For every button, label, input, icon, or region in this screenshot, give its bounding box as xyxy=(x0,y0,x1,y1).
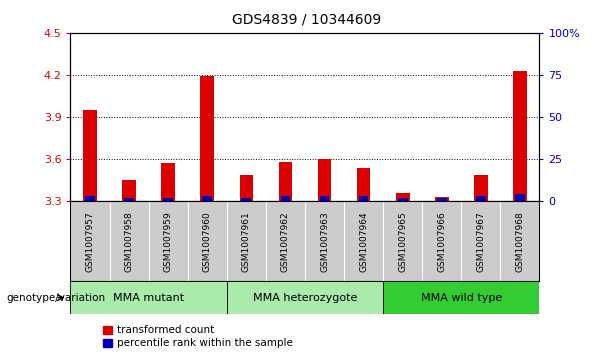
Text: MMA heterozygote: MMA heterozygote xyxy=(253,293,357,303)
Bar xyxy=(398,198,408,201)
Bar xyxy=(163,198,173,201)
Text: GSM1007965: GSM1007965 xyxy=(398,211,407,272)
Text: GSM1007959: GSM1007959 xyxy=(164,211,173,272)
Bar xyxy=(515,194,525,201)
Bar xyxy=(227,281,383,314)
Bar xyxy=(437,198,447,201)
Text: MMA wild type: MMA wild type xyxy=(421,293,502,303)
Bar xyxy=(70,281,227,314)
Text: GSM1007957: GSM1007957 xyxy=(86,211,94,272)
Text: MMA mutant: MMA mutant xyxy=(113,293,185,303)
Bar xyxy=(474,175,488,201)
Text: genotype/variation: genotype/variation xyxy=(6,293,105,303)
Legend: transformed count, percentile rank within the sample: transformed count, percentile rank withi… xyxy=(99,321,297,352)
Bar xyxy=(83,110,97,201)
Bar xyxy=(200,76,214,201)
Bar xyxy=(476,196,485,201)
Bar xyxy=(319,196,329,201)
Bar xyxy=(396,193,409,201)
Text: GSM1007967: GSM1007967 xyxy=(476,211,485,272)
Bar xyxy=(318,159,332,201)
Bar xyxy=(359,196,368,201)
Bar xyxy=(278,162,292,201)
Text: GSM1007964: GSM1007964 xyxy=(359,211,368,272)
Bar xyxy=(281,196,291,201)
Bar xyxy=(122,180,136,201)
Bar xyxy=(161,163,175,201)
Text: GSM1007960: GSM1007960 xyxy=(203,211,211,272)
Bar xyxy=(357,168,370,201)
Bar xyxy=(202,196,212,201)
Text: GDS4839 / 10344609: GDS4839 / 10344609 xyxy=(232,13,381,27)
Text: GSM1007958: GSM1007958 xyxy=(124,211,134,272)
Text: GSM1007963: GSM1007963 xyxy=(320,211,329,272)
Bar xyxy=(85,196,95,201)
Bar xyxy=(435,197,449,201)
Bar xyxy=(124,198,134,201)
Text: GSM1007968: GSM1007968 xyxy=(516,211,524,272)
Text: GSM1007966: GSM1007966 xyxy=(437,211,446,272)
Bar xyxy=(513,71,527,201)
Bar xyxy=(383,281,539,314)
Text: GSM1007961: GSM1007961 xyxy=(242,211,251,272)
Text: GSM1007962: GSM1007962 xyxy=(281,211,290,272)
Bar xyxy=(240,175,253,201)
Bar xyxy=(242,198,251,201)
